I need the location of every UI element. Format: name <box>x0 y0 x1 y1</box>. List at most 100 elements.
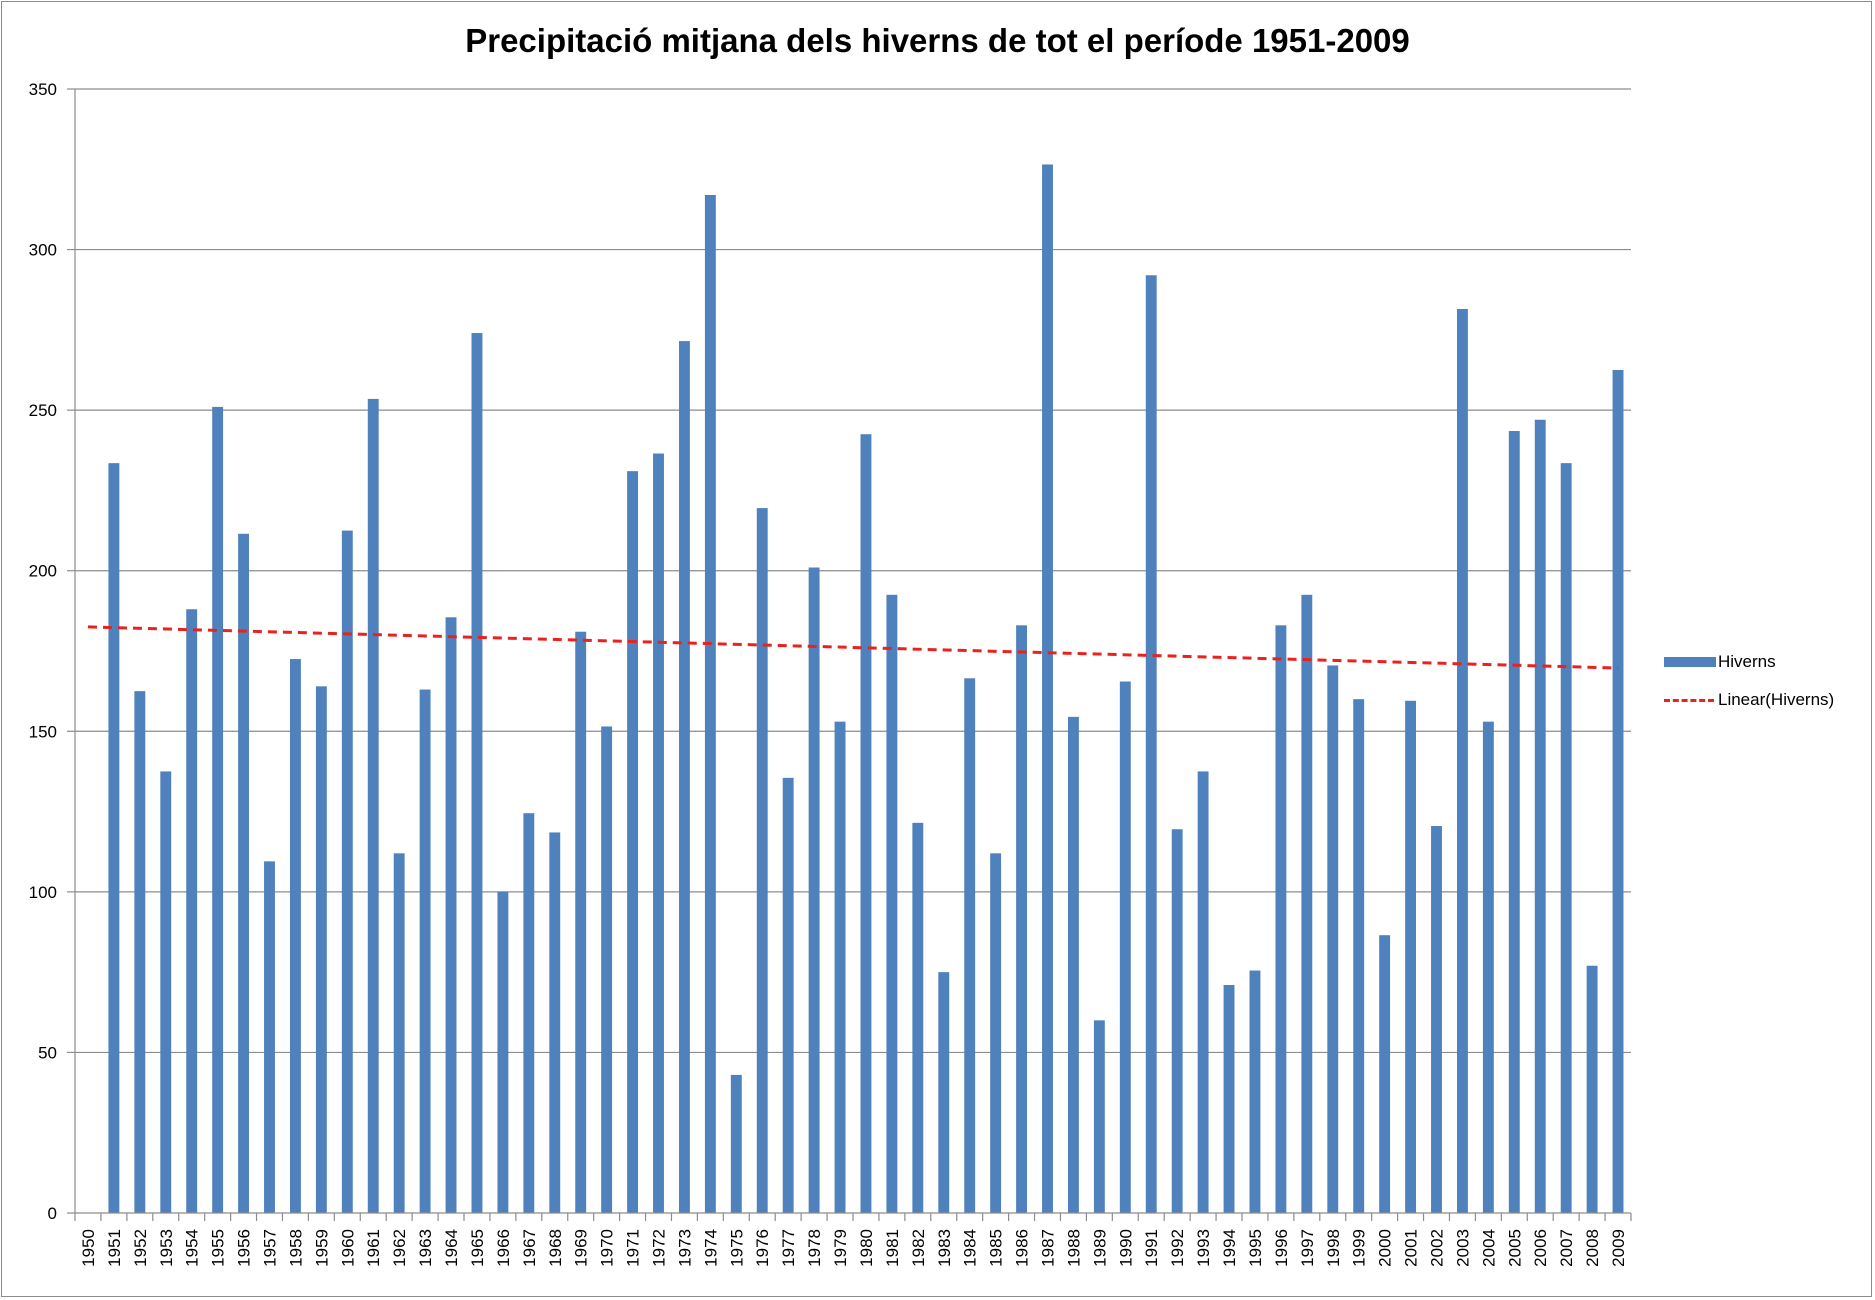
bar-2001 <box>1405 700 1417 1213</box>
bar-1985 <box>990 853 1002 1213</box>
x-tick-label-2000: 2000 <box>1376 1229 1395 1267</box>
bar-1972 <box>653 453 664 1213</box>
bar-1987 <box>1042 164 1053 1214</box>
x-tick-label-1966: 1966 <box>494 1229 513 1267</box>
x-tick-label-1967: 1967 <box>520 1229 539 1267</box>
x-tick-label-2001: 2001 <box>1402 1229 1421 1267</box>
bar-1962 <box>393 853 405 1213</box>
bar-1968 <box>549 832 561 1213</box>
x-tick-label-1957: 1957 <box>261 1229 280 1267</box>
bar-1958 <box>289 659 301 1213</box>
bar-1982 <box>912 822 924 1213</box>
bar-1988 <box>1067 716 1079 1213</box>
x-tick-label-1959: 1959 <box>312 1229 331 1267</box>
bar-1961 <box>367 398 379 1214</box>
x-tick-label-1992: 1992 <box>1168 1229 1187 1267</box>
x-tick-label-2007: 2007 <box>1557 1229 1576 1267</box>
x-tick-label-1984: 1984 <box>961 1229 980 1267</box>
x-tick-label-2008: 2008 <box>1583 1229 1602 1267</box>
x-tick-label-1981: 1981 <box>883 1229 902 1267</box>
x-tick-label-1988: 1988 <box>1064 1229 1083 1267</box>
x-tick-label-1968: 1968 <box>546 1229 565 1267</box>
y-tick-label-200: 200 <box>29 562 57 581</box>
bar-1971 <box>627 471 639 1213</box>
y-tick-label-300: 300 <box>29 241 57 260</box>
bar-1952 <box>134 691 146 1213</box>
bar-2005 <box>1508 431 1520 1213</box>
bar-1973 <box>678 341 690 1213</box>
bar-1998 <box>1327 665 1339 1213</box>
x-tick-label-1986: 1986 <box>1013 1229 1032 1267</box>
x-tick-label-1951: 1951 <box>105 1229 124 1267</box>
x-tick-label-1965: 1965 <box>468 1229 487 1267</box>
bar-1954 <box>186 609 198 1213</box>
x-tick-label-1954: 1954 <box>183 1229 202 1267</box>
bar-1989 <box>1093 1020 1105 1213</box>
x-tick-label-1999: 1999 <box>1350 1229 1369 1267</box>
bar-1979 <box>834 721 846 1213</box>
x-tick-label-1998: 1998 <box>1324 1229 1343 1267</box>
bar-1999 <box>1353 699 1365 1213</box>
bar-1953 <box>160 771 172 1213</box>
bar-2009 <box>1612 370 1624 1213</box>
x-tick-label-1972: 1972 <box>650 1229 669 1267</box>
bar-2007 <box>1560 463 1572 1213</box>
bar-1996 <box>1275 625 1287 1213</box>
bar-1984 <box>964 678 976 1213</box>
trendline <box>87 625 1619 670</box>
bar-2004 <box>1482 721 1494 1213</box>
bar-1974 <box>704 194 716 1213</box>
x-tick-label-1956: 1956 <box>235 1229 254 1267</box>
bar-1977 <box>782 777 794 1213</box>
y-tick-label-100: 100 <box>29 883 57 902</box>
x-tick-label-1975: 1975 <box>727 1229 746 1267</box>
x-tick-label-2006: 2006 <box>1531 1229 1550 1267</box>
x-tick-label-1955: 1955 <box>209 1229 228 1267</box>
bar-2002 <box>1431 826 1442 1213</box>
x-tick-label-1979: 1979 <box>831 1229 850 1267</box>
x-tick-label-1977: 1977 <box>779 1229 798 1267</box>
bar-1970 <box>601 726 613 1213</box>
x-tick-label-1970: 1970 <box>598 1229 617 1267</box>
bar-1956 <box>238 533 250 1213</box>
bar-1980 <box>860 434 872 1213</box>
x-tick-label-1961: 1961 <box>364 1229 383 1267</box>
bar-1976 <box>756 508 768 1213</box>
x-tick-label-1983: 1983 <box>935 1229 954 1267</box>
bar-2006 <box>1534 419 1546 1214</box>
x-tick-label-1996: 1996 <box>1272 1229 1291 1267</box>
x-tick-label-1974: 1974 <box>701 1229 720 1267</box>
x-tick-label-1960: 1960 <box>338 1229 357 1267</box>
x-tick-label-2003: 2003 <box>1453 1229 1472 1267</box>
x-tick-label-2002: 2002 <box>1428 1229 1447 1267</box>
bar-1967 <box>523 813 535 1213</box>
y-tick-label-250: 250 <box>29 401 57 420</box>
bar-1951 <box>108 463 120 1213</box>
x-tick-label-1964: 1964 <box>442 1229 461 1267</box>
bar-1997 <box>1301 594 1313 1213</box>
legend: Hiverns Linear(Hiverns) <box>1664 652 1869 728</box>
x-tick-label-1971: 1971 <box>624 1229 643 1267</box>
x-tick-label-1952: 1952 <box>131 1229 150 1267</box>
x-tick-label-1978: 1978 <box>805 1229 824 1267</box>
bar-1964 <box>445 617 457 1213</box>
legend-item-hiverns: Hiverns <box>1664 652 1869 672</box>
bar-1993 <box>1197 771 1209 1213</box>
bar-1957 <box>264 861 275 1213</box>
x-tick-label-1997: 1997 <box>1298 1229 1317 1267</box>
bar-1975 <box>730 1074 742 1213</box>
x-tick-label-1989: 1989 <box>1090 1229 1109 1267</box>
bar-2000 <box>1379 935 1391 1213</box>
x-tick-label-1953: 1953 <box>157 1229 176 1267</box>
bar-1983 <box>938 972 950 1213</box>
y-tick-label-350: 350 <box>29 80 57 99</box>
x-tick-label-1987: 1987 <box>1039 1229 1058 1267</box>
x-tick-label-1990: 1990 <box>1116 1229 1135 1267</box>
bar-1969 <box>575 631 587 1213</box>
chart-title: Precipitació mitjana dels hiverns de tot… <box>465 22 1410 59</box>
legend-item-trendline: Linear(Hiverns) <box>1664 690 1869 710</box>
x-tick-label-1994: 1994 <box>1220 1229 1239 1267</box>
legend-label-trendline: Linear(Hiverns) <box>1718 690 1835 709</box>
bar-1960 <box>341 530 353 1213</box>
